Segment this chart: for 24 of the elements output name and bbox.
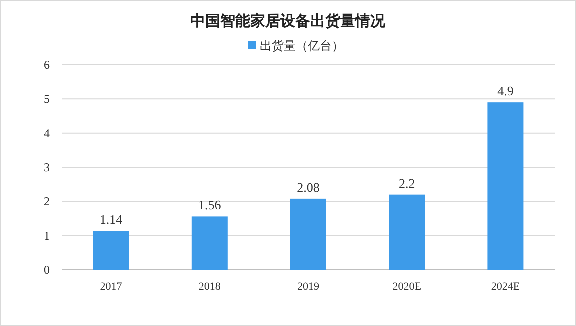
y-tick-label: 1	[44, 228, 50, 243]
x-tick-label: 2017	[100, 281, 123, 293]
bar	[389, 194, 426, 270]
y-tick-label: 4	[44, 126, 50, 140]
x-tick-label: 2020E	[392, 281, 422, 293]
y-tick-label: 2	[44, 194, 50, 209]
bar	[93, 231, 130, 270]
y-tick-label: 3	[44, 160, 50, 174]
x-tick-label: 2024E	[491, 281, 520, 293]
y-tick-label: 5	[44, 92, 50, 106]
bar	[488, 102, 524, 270]
y-tick-label: 0	[44, 263, 50, 277]
data-label: 4.9	[498, 84, 514, 99]
data-label: 2.08	[297, 180, 320, 195]
bar	[192, 216, 228, 270]
y-tick-label: 6	[44, 58, 50, 72]
data-label: 1.14	[100, 212, 124, 228]
data-label: 1.56	[198, 198, 222, 213]
x-tick-label: 2019	[298, 281, 320, 293]
data-label: 2.2	[398, 176, 416, 191]
legend-label: 出货量（亿台）	[260, 39, 344, 53]
bar	[290, 198, 326, 270]
x-tick-label: 2018	[198, 281, 222, 293]
chart-title: 中国智能家居设备出货量情况	[190, 12, 386, 30]
